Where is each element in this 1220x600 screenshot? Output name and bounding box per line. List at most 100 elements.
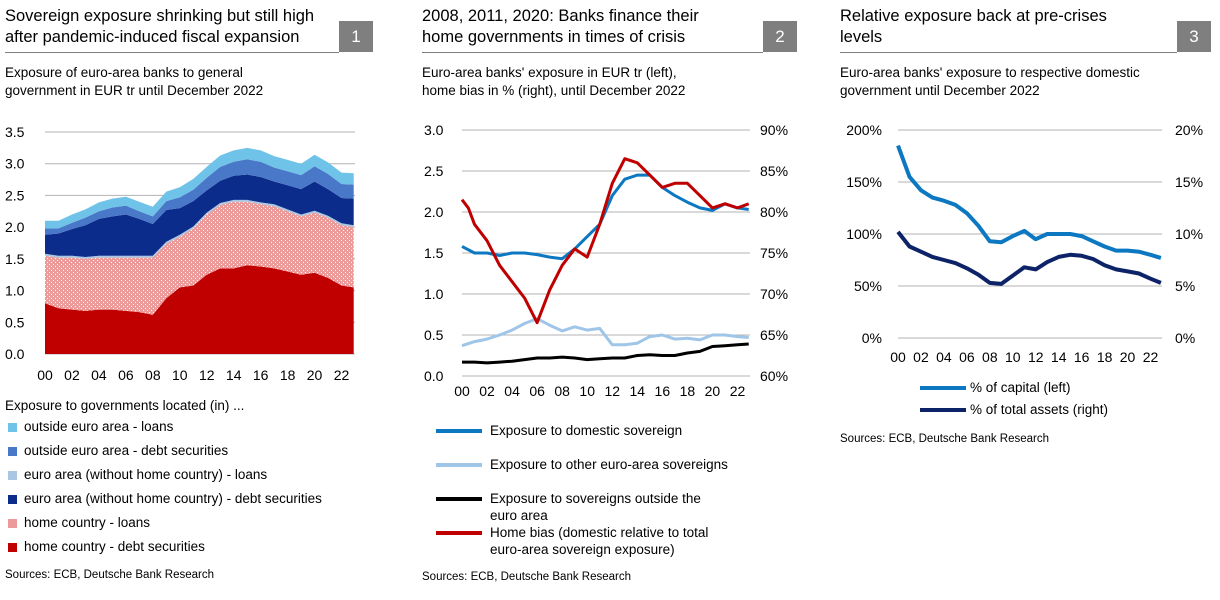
chart-2-y-right-tick-label: 80% (760, 204, 788, 220)
chart-1-x-tick-label: 00 (37, 367, 53, 383)
chart-1-x-tick-label: 02 (64, 367, 80, 383)
panel-2-title-line-2: home governments in times of crisis (422, 28, 686, 46)
area-home-loans (45, 201, 354, 315)
chart-2-x-tick-label: 04 (504, 383, 520, 399)
chart-1-y-tick-label: 2.0 (5, 219, 25, 235)
legend-swatch-ea-debt (8, 495, 17, 504)
panel-2: 2008, 2011, 2020: Banks finance their ho… (422, 0, 797, 600)
panel-3-subtitle-line-2: government until December 2022 (840, 83, 1040, 98)
panel-1-title-line-1: Sovereign exposure shrinking but still h… (5, 7, 315, 25)
line-other-ea (461, 317, 749, 348)
chart-3-y-left-tick-label: 100% (846, 226, 882, 242)
chart-2-x-tick-label: 22 (730, 383, 746, 399)
chart-3-line-chart: 0% 0% 50% 5% 100% 10% 150% 15% 200% 20% 00 02 04 06 08… (846, 122, 1203, 365)
chart-3-x-tick-label: 02 (913, 349, 929, 365)
chart-3-y-right-tick-label: 5% (1175, 278, 1195, 294)
chart-1-y-tick-label: 3.5 (5, 124, 25, 140)
panel-1-source: Sources: ECB, Deutsche Bank Research (5, 569, 215, 581)
panel-3-subtitle: Euro-area banks' exposure to respective … (840, 64, 1140, 100)
chart-3-x-tick-label: 08 (982, 349, 998, 365)
legend-label-total-assets: % of total assets (right) (970, 402, 1109, 417)
panel-2-title: 2008, 2011, 2020: Banks finance their ho… (422, 6, 699, 48)
chart-2-y-left-tick-label: 0.0 (424, 368, 444, 384)
legend-line-other-ea (436, 463, 482, 467)
chart-3-x-tick-label: 00 (890, 349, 906, 365)
chart-3-x-tick-label: 16 (1074, 349, 1090, 365)
panel-3-title-line-2: levels (840, 28, 883, 46)
chart-1-area-chart: 0.0 0.5 1.0 1.5 2.0 2.5 3.0 3.5 00 02 04 06 08 10 12 14… (5, 124, 355, 383)
chart-1-y-tick-label: 1.0 (5, 283, 25, 299)
chart-1-x-tick-label: 14 (226, 367, 242, 383)
chart-2-y-right-tick-label: 65% (760, 327, 788, 343)
chart-2-x-tick-label: 14 (630, 383, 646, 399)
legend-label-capital: % of capital (left) (970, 380, 1071, 395)
line-total-assets (896, 230, 1162, 286)
chart-2-x-tick-label: 10 (579, 383, 595, 399)
chart-2-x-tick-label: 00 (454, 383, 470, 399)
legend-line-domestic (436, 429, 482, 433)
chart-1-x-tick-label: 20 (307, 367, 323, 383)
legend-swatch-outside-loans (8, 423, 17, 432)
area-ea-debt (45, 174, 354, 257)
panel-2-number: 2 (763, 21, 797, 52)
chart-2-x-tick-label: 16 (655, 383, 671, 399)
legend-label-ea-debt: euro area (without home country) - debt … (24, 491, 322, 506)
panel-3: Relative exposure back at pre-crises lev… (840, 0, 1215, 600)
chart-3-y-right-tick-label: 0% (1175, 330, 1195, 346)
chart-2-y-right-tick-label: 90% (760, 122, 788, 138)
panel-2-title-rule (422, 52, 763, 53)
legend-label-outside-1: Exposure to sovereigns outside the (490, 491, 701, 506)
chart-2-y-left-tick-label: 0.5 (424, 327, 444, 343)
panel-3-title: Relative exposure back at pre-crises lev… (840, 6, 1107, 48)
chart-2-y-right-tick-label: 75% (760, 245, 788, 261)
legend-label-home-debt: home country - debt securities (24, 539, 205, 554)
chart-3-x-tick-label: 12 (1028, 349, 1044, 365)
chart-1-x-tick-label: 16 (253, 367, 269, 383)
chart-3-x-tick-label: 14 (1051, 349, 1067, 365)
legend-label-home-bias-2: euro-area sovereign exposure) (490, 542, 675, 557)
legend-label-outside-2: euro area (490, 508, 548, 523)
chart-3-x-tick-label: 10 (1005, 349, 1021, 365)
legend-swatch-home-debt (8, 543, 17, 552)
legend-swatch-home-loans (8, 519, 17, 528)
chart-2-y-right-tick-label: 70% (760, 286, 788, 302)
panel-2-subtitle-line-1: Euro-area banks' exposure in EUR tr (lef… (422, 65, 677, 80)
panel-1-subtitle-line-2: government in EUR tr until December 2022 (5, 83, 264, 98)
chart-1-x-tick-label: 22 (334, 367, 350, 383)
legend-line-capital (920, 386, 966, 390)
panel-1-title-line-2: after pandemic-induced fiscal expansion (5, 28, 300, 46)
chart-3-y-left-tick-label: 150% (846, 174, 882, 190)
panel-3-subtitle-line-1: Euro-area banks' exposure to respective … (840, 65, 1140, 80)
chart-3-y-right-tick-label: 10% (1175, 226, 1203, 242)
chart-3-y-left-tick-label: 200% (846, 122, 882, 138)
chart-3-x-tick-label: 04 (936, 349, 952, 365)
chart-3-x-tick-label: 22 (1143, 349, 1159, 365)
legend-label-ea-loans: euro area (without home country) - loans (24, 467, 268, 482)
panel-3-number: 3 (1177, 21, 1211, 52)
chart-1-x-tick-label: 10 (172, 367, 188, 383)
area-out-loans (45, 147, 354, 229)
panel-1-number: 1 (339, 21, 373, 52)
legend-label-home-loans: home country - loans (24, 515, 151, 530)
chart-3-y-left-tick-label: 50% (854, 278, 882, 294)
legend-swatch-ea-loans (8, 471, 17, 480)
panel-2-title-line-1: 2008, 2011, 2020: Banks finance their (422, 7, 699, 25)
chart-3-y-right-tick-label: 20% (1175, 122, 1203, 138)
chart-3-y-right-tick-label: 15% (1175, 174, 1203, 190)
panel-1-title: Sovereign exposure shrinking but still h… (5, 6, 314, 48)
chart-3-y-left-tick-label: 0% (862, 330, 882, 346)
chart-2-x-tick-label: 06 (529, 383, 545, 399)
chart-2-x-tick-label: 18 (680, 383, 696, 399)
legend-label-home-bias-1: Home bias (domestic relative to total (490, 525, 709, 540)
panel-3-title-line-1: Relative exposure back at pre-crises (840, 7, 1107, 25)
chart-2-y-right-tick-label: 85% (760, 163, 788, 179)
chart-2-y-left-tick-label: 3.0 (424, 122, 444, 138)
line-domestic (461, 173, 749, 261)
legend-label-outside-debt: outside euro area - debt securities (24, 443, 229, 458)
chart-1-x-tick-label: 08 (145, 367, 161, 383)
chart-1-x-tick-label: 18 (280, 367, 296, 383)
chart-3-x-tick-label: 20 (1120, 349, 1136, 365)
legend-line-home-bias (436, 531, 482, 535)
chart-2-y-left-tick-label: 2.0 (424, 204, 444, 220)
chart-2-line-chart: 0.0 60% 0.5 65% 1.0 70% 1.5 75% 2.0 80% 2.5 85% 3.0 9… (424, 122, 788, 399)
